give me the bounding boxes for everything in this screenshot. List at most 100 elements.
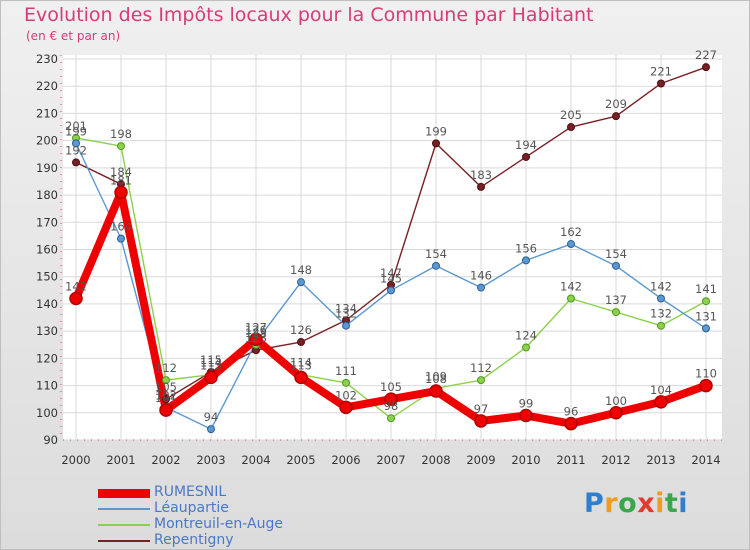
data-label: 97 <box>474 402 489 416</box>
data-label: 126 <box>290 323 312 337</box>
data-label: 194 <box>515 138 537 152</box>
y-tick-label: 150 <box>36 270 58 284</box>
data-label: 102 <box>335 388 357 402</box>
data-point <box>612 112 620 121</box>
legend-label: Repentigny <box>154 532 234 548</box>
data-label: 201 <box>65 119 87 133</box>
data-label: 123 <box>245 331 267 345</box>
x-tick-label: 2001 <box>106 453 135 467</box>
chart-subtitle: (en € et par an) <box>26 29 121 43</box>
data-label: 147 <box>380 266 402 280</box>
data-point <box>162 376 170 385</box>
data-point <box>342 321 350 330</box>
y-tick-label: 180 <box>36 188 58 202</box>
data-point <box>114 185 128 200</box>
data-label: 199 <box>425 124 447 138</box>
data-point <box>387 414 395 423</box>
data-label: 102 <box>155 388 177 402</box>
data-point <box>699 378 713 393</box>
data-label: 162 <box>560 225 582 239</box>
y-tick-label: 220 <box>36 79 58 93</box>
y-tick-label: 130 <box>36 324 58 338</box>
x-tick-label: 2006 <box>331 453 360 467</box>
data-label: 154 <box>605 247 627 261</box>
data-point <box>702 324 710 333</box>
data-point <box>612 261 620 270</box>
data-label: 109 <box>425 369 447 383</box>
data-label: 126 <box>245 323 267 337</box>
legend-swatch <box>98 524 150 526</box>
data-point <box>159 403 173 417</box>
data-label: 142 <box>650 279 672 293</box>
data-point <box>567 123 575 132</box>
data-point <box>117 142 125 151</box>
data-label: 112 <box>470 361 492 375</box>
data-point <box>117 234 125 243</box>
data-label: 108 <box>425 372 447 386</box>
data-label: 98 <box>384 399 399 413</box>
x-tick-label: 2002 <box>151 453 180 467</box>
data-point <box>297 338 305 347</box>
chart-title: Evolution des Impôts locaux pour la Comm… <box>24 4 594 26</box>
x-tick-label: 2011 <box>556 453 585 467</box>
data-label: 199 <box>65 124 87 138</box>
data-point <box>477 283 485 292</box>
data-label: 115 <box>200 353 222 367</box>
y-tick-label: 230 <box>36 52 58 66</box>
y-tick-label: 140 <box>36 297 58 311</box>
data-label: 111 <box>335 364 357 378</box>
data-point <box>657 321 665 330</box>
data-label: 101 <box>155 391 177 405</box>
y-tick-label: 160 <box>36 243 58 257</box>
data-label: 141 <box>695 282 717 296</box>
data-label: 125 <box>245 326 267 340</box>
x-tick-label: 2009 <box>466 453 495 467</box>
data-point <box>612 308 620 317</box>
data-point <box>657 294 665 303</box>
legend-label: RUMESNIL <box>154 484 227 500</box>
data-point <box>474 414 488 428</box>
legend-label: Montreuil-en-Auge <box>154 516 283 532</box>
data-label: 137 <box>605 293 627 307</box>
data-point <box>429 384 443 398</box>
y-tick-label: 170 <box>36 215 58 229</box>
data-point <box>387 286 395 295</box>
data-point <box>477 182 485 191</box>
data-label: 154 <box>425 247 447 261</box>
proxiti-logo: Proxiti <box>584 488 688 519</box>
x-tick-label: 2003 <box>196 453 225 467</box>
legend-swatch <box>98 540 150 542</box>
data-point <box>72 158 80 167</box>
data-point <box>654 395 668 409</box>
data-point <box>564 416 578 431</box>
data-label: 124 <box>515 328 537 342</box>
x-tick-label: 2004 <box>241 453 270 467</box>
data-point <box>567 240 575 249</box>
y-tick-label: 190 <box>36 161 58 175</box>
data-label: 192 <box>65 143 87 157</box>
data-label: 96 <box>564 405 579 419</box>
data-label: 183 <box>470 168 492 182</box>
data-label: 205 <box>560 108 582 122</box>
chart-legend: RUMESNIL Léaupartie Montreuil-en-Auge Repen… <box>98 484 358 549</box>
data-point <box>432 261 440 270</box>
legend-label: Léaupartie <box>154 500 229 516</box>
logo-letter: x <box>637 488 656 519</box>
logo-letter: P <box>584 488 605 519</box>
x-tick-label: 2014 <box>691 453 720 467</box>
legend-swatch <box>98 508 150 510</box>
data-point <box>432 139 440 148</box>
data-label: 112 <box>155 361 177 375</box>
data-label: 181 <box>110 173 132 187</box>
data-label: 164 <box>110 220 132 234</box>
y-tick-label: 210 <box>36 106 58 120</box>
data-label: 132 <box>650 307 672 321</box>
data-label: 209 <box>605 97 627 111</box>
logo-letter: o <box>618 488 638 519</box>
data-point <box>69 291 83 306</box>
logo-letter: i <box>655 488 665 519</box>
data-label: 227 <box>695 48 717 62</box>
logo-letter: r <box>604 488 619 519</box>
data-label: 198 <box>110 127 132 141</box>
x-tick-label: 2008 <box>421 453 450 467</box>
